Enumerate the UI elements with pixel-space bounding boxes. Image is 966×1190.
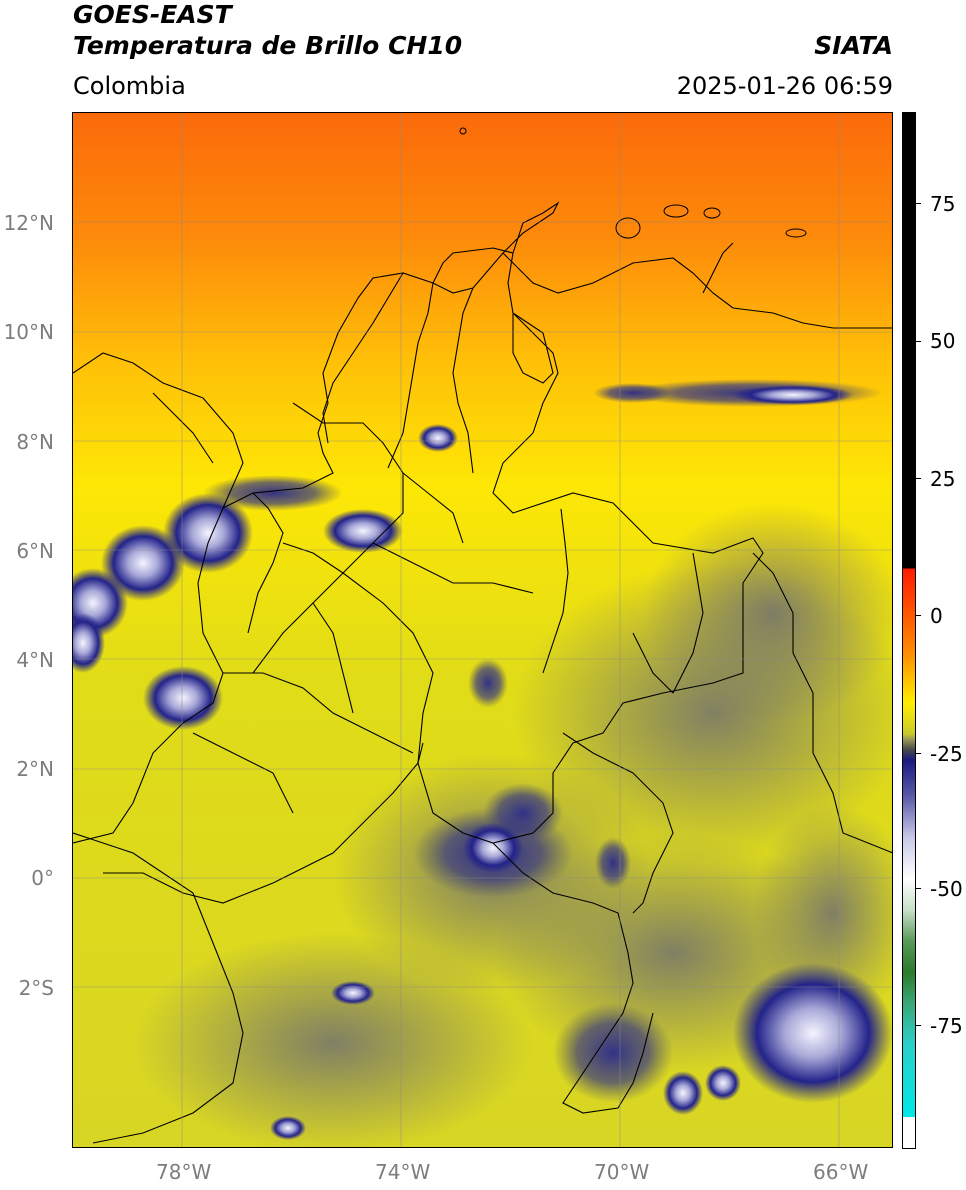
- lat-label: 4°N: [16, 648, 54, 672]
- colorbar: [902, 112, 916, 1149]
- colorbar-label: 75: [930, 192, 956, 216]
- product-title: Temperatura de Brillo CH10: [73, 31, 463, 60]
- lon-label: 66°W: [813, 1160, 869, 1184]
- lat-label: 12°N: [3, 211, 54, 235]
- colorbar-tick: [916, 615, 921, 616]
- colorbar-gradient: [903, 113, 915, 1148]
- colorbar-label: 50: [930, 329, 956, 353]
- colorbar-tick: [916, 753, 921, 754]
- lat-label: 2°S: [18, 976, 54, 1000]
- lon-label: 70°W: [594, 1160, 650, 1184]
- colorbar-label: -75: [930, 1014, 963, 1038]
- colorbar-tick: [916, 203, 921, 204]
- brand-label: SIATA: [814, 31, 893, 60]
- region-label: Colombia: [73, 72, 186, 100]
- lon-label: 78°W: [156, 1160, 212, 1184]
- brightness-temperature-map[interactable]: [72, 112, 893, 1148]
- borders: [73, 201, 892, 1144]
- colorbar-tick: [916, 478, 921, 479]
- colorbar-label: -25: [930, 742, 963, 766]
- lat-label: 8°N: [16, 430, 54, 454]
- colorbar-label: 0: [930, 604, 943, 628]
- graticule: [73, 113, 892, 1147]
- lat-label: 2°N: [16, 757, 54, 781]
- lon-label: 74°W: [375, 1160, 431, 1184]
- satellite-title: GOES-EAST: [73, 0, 232, 29]
- lat-label: 0°: [31, 866, 54, 890]
- colorbar-tick: [916, 1025, 921, 1026]
- lat-label: 6°N: [16, 539, 54, 563]
- colorbar-tick: [916, 888, 921, 889]
- islands: [459, 127, 807, 239]
- colorbar-label: 25: [930, 467, 956, 491]
- colorbar-tick: [916, 341, 921, 342]
- lat-label: 10°N: [3, 320, 54, 344]
- datetime-label: 2025-01-26 06:59: [676, 72, 893, 100]
- colorbar-label: -50: [930, 877, 963, 901]
- map-canvas: [73, 113, 892, 1147]
